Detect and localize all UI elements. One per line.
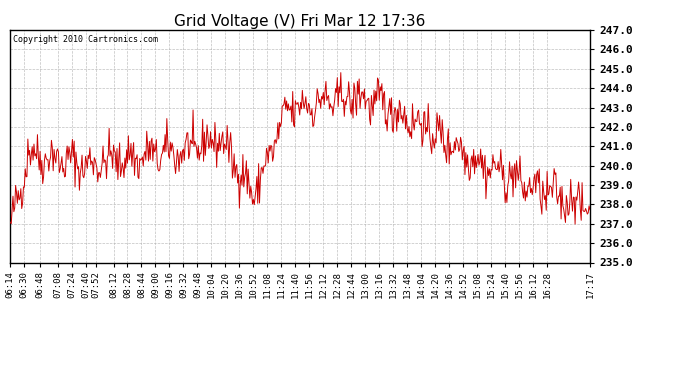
Title: Grid Voltage (V) Fri Mar 12 17:36: Grid Voltage (V) Fri Mar 12 17:36 [175, 14, 426, 29]
Text: Copyright 2010 Cartronics.com: Copyright 2010 Cartronics.com [13, 34, 158, 44]
